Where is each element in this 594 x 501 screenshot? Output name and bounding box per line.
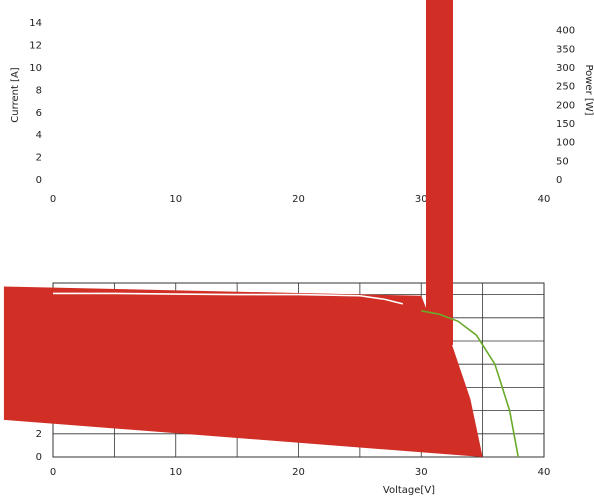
x-tick-label: 30	[415, 467, 428, 478]
y2-tick-label: 150	[556, 119, 575, 130]
y-tick-label: 0	[36, 175, 42, 186]
y-tick-label: 14	[29, 18, 42, 29]
x-tick-label: 30	[415, 194, 428, 205]
y2-tick-label: 100	[556, 138, 575, 149]
x-axis-label: Voltage[V]	[383, 485, 435, 496]
x-tick-label: 20	[292, 467, 305, 478]
y2-tick-label: 0	[556, 175, 562, 186]
y2-tick-label: 200	[556, 100, 575, 111]
red-wedge-shape	[3, 286, 483, 457]
series-layer	[53, 292, 520, 458]
y2-tick-label: 350	[556, 44, 575, 55]
top-y2-ticks: 0 50 100 150 200 250 300 350 400	[556, 26, 575, 186]
y-axis-label: Current [A]	[10, 67, 21, 122]
series-line	[421, 310, 520, 458]
y-tick-label: 2	[36, 153, 42, 164]
x-tick-label: 40	[538, 467, 551, 478]
x-tick-label: 10	[169, 194, 182, 205]
x-tick-label: 0	[50, 467, 56, 478]
x-tick-label: 40	[538, 194, 551, 205]
y2-tick-label: 50	[556, 156, 569, 167]
y-tick-label: 12	[29, 41, 42, 52]
y-tick-label: 10	[29, 63, 42, 74]
top-chart: 0 2 4 6 8 10 12 14 0 50 100 150 200 250 300 350 400 0 10…	[10, 18, 594, 205]
x-tick-label: 10	[169, 467, 182, 478]
y2-axis-label: Power [W]	[583, 64, 594, 115]
y2-tick-label: 300	[556, 63, 575, 74]
top-y-ticks: 0 2 4 6 8 10 12 14	[29, 18, 42, 186]
y-tick-label: 6	[36, 108, 42, 119]
series-line	[53, 292, 404, 305]
x-tick-label: 20	[292, 194, 305, 205]
top-x-ticks: 0 10 20 30 40	[50, 194, 551, 205]
y-tick-label: 2	[36, 429, 42, 440]
y2-tick-label: 400	[556, 26, 575, 37]
y2-tick-label: 250	[556, 82, 575, 93]
y-tick-label: 4	[36, 130, 42, 141]
y-tick-label: 8	[36, 85, 42, 96]
x-tick-label: 0	[50, 194, 56, 205]
y-tick-label: 0	[36, 452, 42, 463]
bottom-x-ticks: 0 10 20 30 40	[50, 467, 551, 478]
red-vertical-band	[426, 0, 453, 345]
